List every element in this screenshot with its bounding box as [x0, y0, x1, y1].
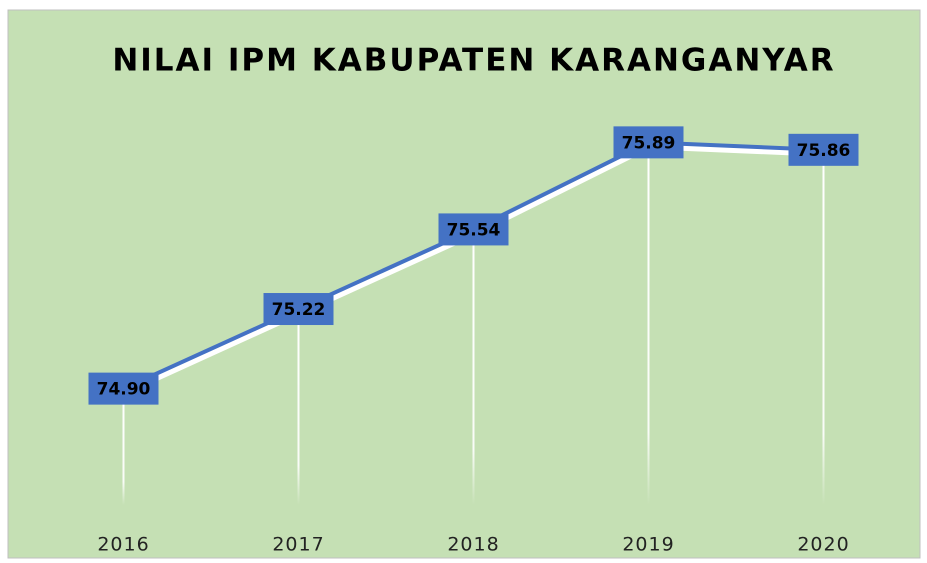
drop-line: [647, 142, 650, 506]
value-label: 74.90: [97, 380, 151, 400]
value-label: 75.86: [797, 141, 851, 161]
drop-line: [472, 229, 475, 506]
x-tick-label: 2017: [272, 534, 324, 556]
value-label-box: [88, 372, 159, 405]
x-tick-label: 2019: [622, 534, 674, 556]
value-label: 75.89: [622, 133, 676, 153]
value-label-box: [788, 133, 859, 166]
chart-title: NILAI IPM KABUPATEN KARANGANYAR: [112, 43, 835, 79]
x-tick-label: 2018: [447, 534, 499, 556]
value-label-box: [263, 293, 334, 326]
x-tick-label: 2016: [97, 534, 149, 556]
value-label-box: [613, 126, 684, 159]
drop-line: [122, 388, 125, 505]
drop-line: [297, 309, 300, 505]
value-label: 75.22: [272, 300, 326, 320]
value-label: 75.54: [447, 220, 501, 240]
x-tick-label: 2020: [797, 534, 849, 556]
drop-line: [822, 149, 825, 505]
chart-background: [7, 9, 921, 559]
value-label-box: [438, 213, 509, 246]
